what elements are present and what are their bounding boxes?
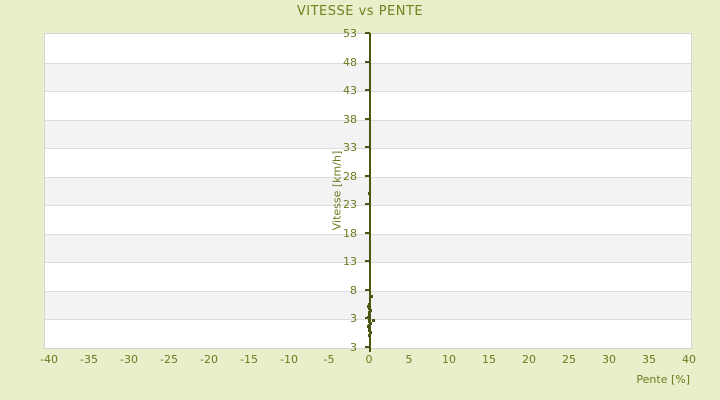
plot-band [45,62,691,92]
x-tick-label: -5 [323,353,335,366]
y-tick-label: 48 [343,55,357,69]
chart-title: VITESSE vs PENTE [296,4,424,19]
y-tick-mark [365,260,370,263]
y-tick-mark [365,203,370,206]
x-tick-label: 30 [602,353,616,366]
data-point [368,306,371,310]
x-tick-label: 25 [562,353,576,366]
y-tick-mark [365,32,370,34]
data-point [368,313,371,317]
data-point [369,294,373,298]
y-tick-mark [365,231,370,234]
y-tick-label: 33 [343,141,357,155]
x-tick-label: -35 [80,353,98,366]
data-point [367,325,371,329]
data-point [368,317,371,321]
y-tick-label: 8 [350,283,357,297]
data-point [367,304,371,308]
x-tick-label: 15 [482,353,496,366]
y-tick-label: 43 [343,84,357,98]
plot-band [45,91,691,120]
y-tick-mark [365,146,370,149]
y-tick-mark [365,174,370,177]
data-point [368,308,372,312]
plot-area [44,33,692,349]
plot-band [45,34,691,63]
y-axis-title: Vitesse [km/h] [330,150,344,231]
y-tick-label: 3 [350,341,357,354]
y-tick-mark [365,117,370,120]
data-point [368,327,371,331]
data-point [368,322,372,326]
x-axis-title: Pente [%] [636,373,690,386]
data-point [368,330,372,334]
data-point [368,311,371,315]
y-tick-label: 38 [343,112,357,126]
x-tick-label: -15 [240,353,258,366]
y-tick-mark [365,89,370,92]
x-tick-label: 20 [522,353,536,366]
y-tick-label: 53 [343,27,357,40]
x-tick-label: 5 [405,353,413,366]
y-tick-label: 13 [343,255,357,269]
x-tick-label: -40 [40,353,58,366]
y-tick-label: 28 [343,169,357,183]
data-point [372,319,375,323]
x-tick-label: 35 [642,353,656,366]
data-point [368,328,371,332]
x-tick-label: 40 [682,353,696,366]
plot-band [45,148,691,177]
x-tick-label: -10 [280,353,298,366]
plot-band [45,262,691,291]
y-tick-mark [365,288,370,291]
data-point [368,320,371,324]
y-tick-label: 23 [343,198,357,212]
data-point [368,323,371,327]
x-tick-label: -30 [120,353,138,366]
x-tick-label: 10 [442,353,456,366]
plot-band [45,205,691,234]
y-tick-mark [365,60,370,63]
y-tick-mark [365,346,370,348]
y-tick-label: 3 [350,312,357,326]
x-tick-label: -25 [160,353,178,366]
data-point [368,334,371,337]
data-point [367,315,371,319]
x-tick-label: -20 [200,353,218,366]
x-tick-label: 0 [365,353,373,366]
data-point [368,302,371,306]
plot-band [45,119,691,149]
plot-band [45,233,691,263]
plot-band [45,176,691,206]
data-point [368,191,371,195]
y-tick-label: 18 [343,226,357,240]
